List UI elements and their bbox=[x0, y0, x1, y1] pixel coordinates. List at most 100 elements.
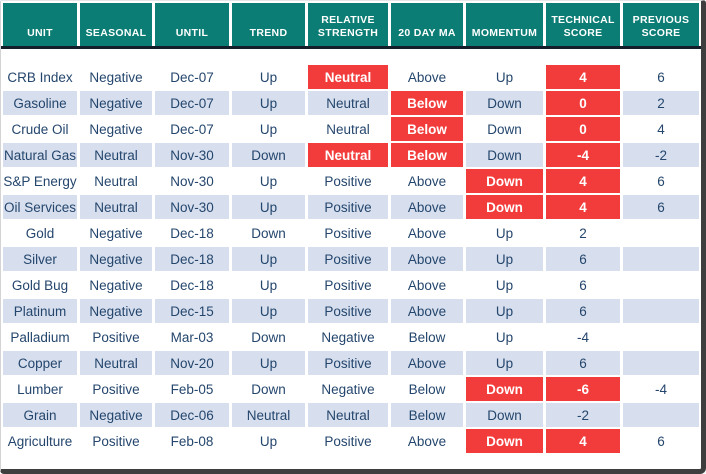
cell-20-day-ma: Above bbox=[391, 247, 463, 271]
cell-20-day-ma: Below bbox=[391, 143, 463, 167]
cell-previous-score: -4 bbox=[654, 381, 667, 397]
cell-technical-score: -6 bbox=[546, 377, 620, 401]
cell-previous-score: 6 bbox=[657, 69, 665, 85]
table-body: CRB Index Negative Dec-07 Up Neutral Abo… bbox=[3, 65, 699, 453]
cell-relative-strength: Neutral bbox=[326, 121, 370, 137]
cell-unit: Lumber bbox=[17, 381, 63, 397]
column-header-technical-score: TECHNICAL SCORE bbox=[546, 3, 620, 46]
cell-seasonal: Negative bbox=[80, 299, 152, 323]
cell-seasonal: Negative bbox=[80, 247, 152, 271]
cell-technical-score: 4 bbox=[546, 429, 620, 453]
cell-momentum: Down bbox=[466, 195, 543, 219]
cell-unit: Natural Gas bbox=[3, 143, 77, 167]
cell-previous-score: 6 bbox=[623, 195, 699, 219]
cell-technical-score: 4 bbox=[546, 65, 620, 89]
cell-until: Dec-15 bbox=[155, 299, 229, 323]
cell-until: Mar-03 bbox=[170, 329, 214, 345]
cell-until: Dec-07 bbox=[170, 121, 214, 137]
cell-trend: Up bbox=[232, 195, 305, 219]
cell-unit: Platinum bbox=[3, 299, 77, 323]
cell-previous-score: 6 bbox=[657, 173, 665, 189]
cell-technical-score: -4 bbox=[546, 143, 620, 167]
cell-trend: Neutral bbox=[232, 403, 305, 427]
cell-unit: Copper bbox=[3, 351, 77, 375]
header-divider bbox=[1, 46, 701, 49]
cell-seasonal: Negative bbox=[89, 121, 143, 137]
cell-previous-score: -2 bbox=[623, 143, 699, 167]
cell-trend: Up bbox=[232, 299, 305, 323]
cell-technical-score: 6 bbox=[579, 277, 587, 293]
cell-20-day-ma: Above bbox=[407, 277, 447, 293]
cell-relative-strength: Neutral bbox=[308, 143, 388, 167]
cell-trend: Up bbox=[259, 277, 278, 293]
cell-until: Dec-07 bbox=[155, 91, 229, 115]
cell-momentum: Down bbox=[466, 403, 543, 427]
cell-technical-score: 0 bbox=[546, 117, 620, 141]
cell-technical-score: 6 bbox=[546, 299, 620, 323]
cell-seasonal: Neutral bbox=[80, 351, 152, 375]
cell-unit: Oil Services bbox=[3, 195, 77, 219]
cell-momentum: Down bbox=[487, 121, 522, 137]
cell-momentum: Down bbox=[466, 429, 543, 453]
cell-unit: Agriculture bbox=[7, 433, 73, 449]
cell-trend: Down bbox=[251, 225, 286, 241]
cell-momentum: Up bbox=[495, 277, 514, 293]
cell-relative-strength: Neutral bbox=[308, 91, 388, 115]
cell-momentum: Down bbox=[466, 143, 543, 167]
cell-previous-score: 2 bbox=[623, 91, 699, 115]
cell-unit: Gold Bug bbox=[11, 277, 69, 293]
cell-until: Dec-18 bbox=[155, 247, 229, 271]
column-header-previous-score: PREVIOUS SCORE bbox=[623, 3, 699, 46]
cell-20-day-ma: Below bbox=[391, 403, 463, 427]
cell-technical-score: -2 bbox=[546, 403, 620, 427]
cell-unit: Grain bbox=[3, 403, 77, 427]
cell-momentum: Up bbox=[495, 329, 514, 345]
cell-technical-score: -4 bbox=[576, 329, 589, 345]
cell-trend: Up bbox=[232, 351, 305, 375]
table-header-row: UNIT SEASONAL UNTIL TREND RELATIVE STREN… bbox=[3, 3, 699, 46]
cell-trend: Down bbox=[232, 143, 305, 167]
cell-previous-score bbox=[623, 325, 699, 349]
cell-seasonal: Negative bbox=[89, 69, 143, 85]
cell-relative-strength: Positive bbox=[324, 433, 372, 449]
cell-20-day-ma: Above bbox=[407, 69, 447, 85]
column-header-trend: TREND bbox=[232, 3, 305, 46]
column-header-unit: UNIT bbox=[3, 3, 77, 46]
column-header-momentum: MOMENTUM bbox=[466, 3, 543, 46]
column-header-20-day-ma: 20 DAY MA bbox=[391, 3, 463, 46]
cell-seasonal: Positive bbox=[92, 329, 140, 345]
cell-unit: Gasoline bbox=[3, 91, 77, 115]
cell-momentum: Up bbox=[495, 225, 514, 241]
cell-unit: S&P Energy bbox=[3, 173, 77, 189]
cell-momentum: Down bbox=[466, 91, 543, 115]
cell-momentum: Up bbox=[466, 299, 543, 323]
cell-until: Dec-18 bbox=[170, 225, 214, 241]
cell-trend: Up bbox=[259, 69, 278, 85]
cell-until: Nov-20 bbox=[155, 351, 229, 375]
cell-relative-strength: Positive bbox=[324, 225, 372, 241]
cell-technical-score: 6 bbox=[546, 351, 620, 375]
cell-technical-score: 2 bbox=[579, 225, 587, 241]
cell-seasonal: Negative bbox=[80, 91, 152, 115]
cell-trend: Down bbox=[251, 329, 286, 345]
cell-seasonal: Positive bbox=[92, 381, 140, 397]
cell-relative-strength: Positive bbox=[308, 195, 388, 219]
cell-20-day-ma: Below bbox=[408, 329, 446, 345]
cell-trend: Up bbox=[232, 91, 305, 115]
cell-seasonal: Negative bbox=[80, 403, 152, 427]
cell-unit: CRB Index bbox=[7, 69, 73, 85]
cell-previous-score: 4 bbox=[657, 121, 665, 137]
cell-until: Dec-06 bbox=[155, 403, 229, 427]
cell-seasonal: Negative bbox=[89, 225, 143, 241]
cell-trend: Up bbox=[259, 433, 278, 449]
cell-momentum: Down bbox=[466, 377, 543, 401]
cell-momentum: Up bbox=[466, 351, 543, 375]
cell-trend: Down bbox=[251, 381, 286, 397]
cell-trend: Up bbox=[232, 247, 305, 271]
cell-20-day-ma: Below bbox=[391, 91, 463, 115]
cell-trend: Up bbox=[259, 121, 278, 137]
cell-previous-score bbox=[623, 221, 699, 245]
cell-unit: Gold bbox=[25, 225, 55, 241]
cell-20-day-ma: Below bbox=[391, 117, 463, 141]
cell-seasonal: Positive bbox=[92, 433, 140, 449]
